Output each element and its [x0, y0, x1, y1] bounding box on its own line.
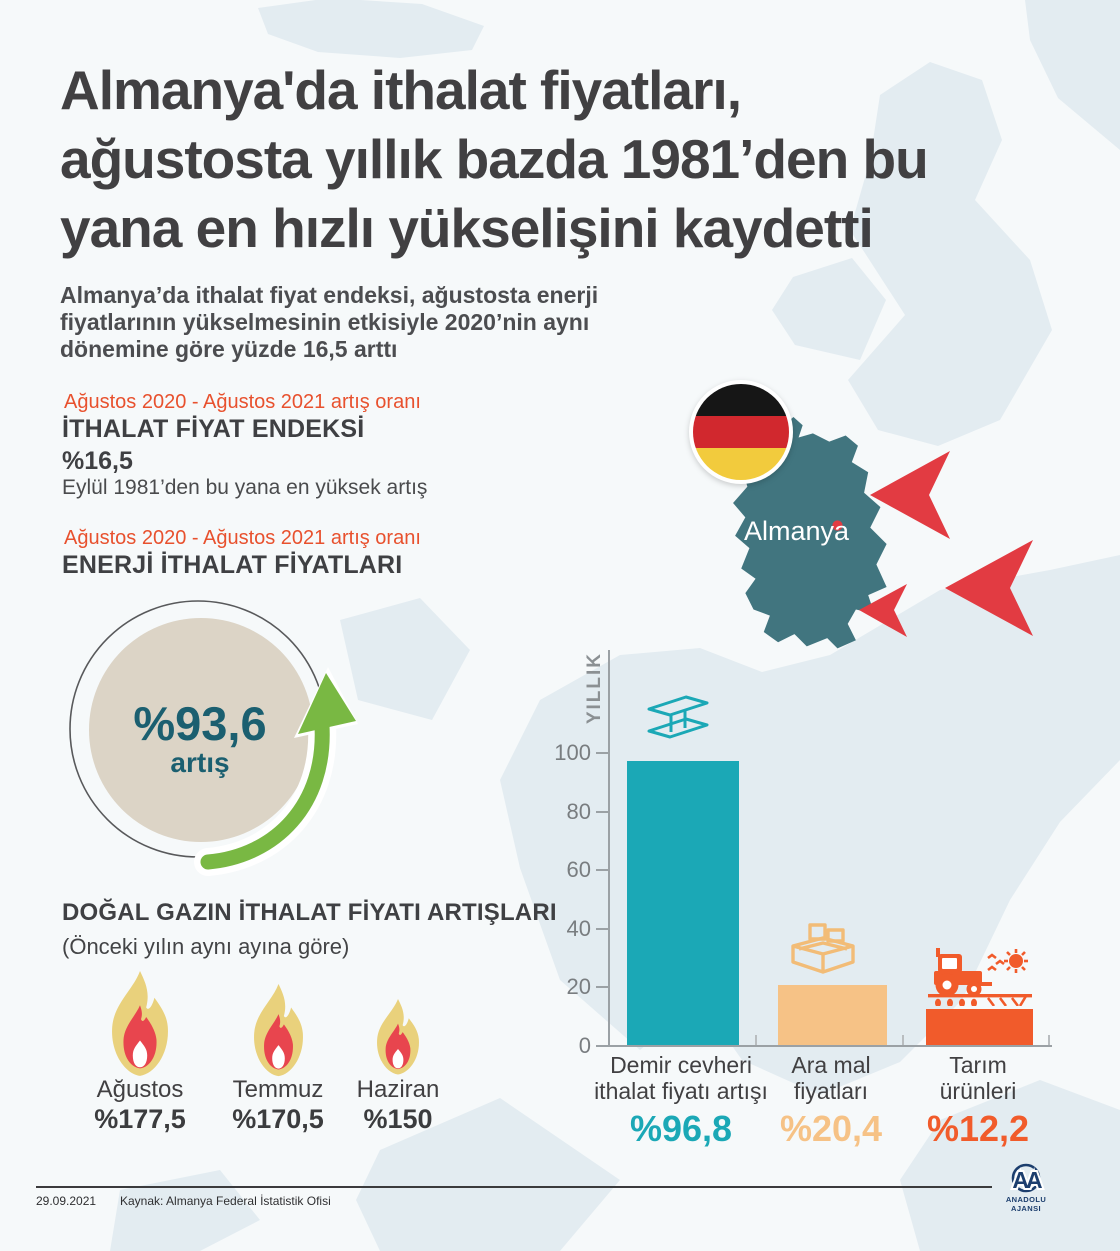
- y-tick-label: 100: [554, 740, 591, 765]
- y-tick-mark: [596, 927, 608, 930]
- month-label: Haziran: [356, 1076, 440, 1103]
- energy-period-label: Ağustos 2020 - Ağustos 2021 artış oranı: [64, 527, 421, 549]
- energy-badge: %93,6 artış: [100, 700, 300, 778]
- category-label: Tarım ürünleri: [939, 1052, 1017, 1104]
- bar-chart: YILLIK 0 20 40 60 80 100: [554, 650, 1052, 1058]
- gas-month-august: Ağustos %177,5: [65, 1076, 215, 1135]
- page-title: Almanya'da ithalat fiyatları, ağustosta …: [60, 59, 929, 259]
- y-tick: 80: [546, 799, 608, 825]
- y-tick-label: 40: [566, 915, 591, 941]
- y-tick-label: 20: [566, 974, 591, 1000]
- y-tick: 20: [546, 974, 608, 1000]
- y-tick: 40: [546, 916, 608, 942]
- bar-tarim-urunleri: [926, 1009, 1033, 1045]
- month-label: Temmuz: [232, 1076, 324, 1103]
- import-arrow-right: [945, 540, 1033, 636]
- chart-label-demir-cevheri: Demir cevheri ithalat fiyatı artışı %96,…: [576, 1052, 786, 1149]
- y-axis-label: YILLIK: [584, 652, 605, 725]
- page-subtitle: Almanya’da ithalat fiyat endeksi, ağusto…: [60, 282, 599, 362]
- steel-beam-icon: [647, 695, 709, 739]
- y-tick-mark: [596, 1045, 608, 1047]
- y-tick: 60: [546, 857, 608, 883]
- agency-logo: AA AA ANADOLU AJANSI: [992, 1163, 1060, 1213]
- country-label: Almanya: [744, 516, 850, 546]
- flame-icon-august: [112, 971, 168, 1076]
- category-value: %20,4: [779, 1108, 883, 1149]
- y-tick-label: 60: [566, 857, 591, 883]
- svg-text:AA: AA: [1012, 1167, 1042, 1193]
- x-tick: [902, 1035, 904, 1045]
- energy-title: ENERJİ İTHALAT FİYATLARI: [62, 551, 403, 579]
- index-title: İTHALAT FİYAT ENDEKSİ: [62, 415, 365, 443]
- import-arrows-icon: [859, 451, 1033, 637]
- gas-month-july: Temmuz %170,5: [203, 1076, 353, 1135]
- growth-arrow-icon: [200, 718, 330, 870]
- germany-map: [733, 417, 887, 649]
- month-value: %177,5: [94, 1104, 186, 1134]
- import-arrow-small: [859, 584, 907, 637]
- x-tick: [755, 1035, 757, 1045]
- footer-divider: [36, 1186, 992, 1188]
- chart-label-tarim-urunleri: Tarım ürünleri %12,2: [873, 1052, 1083, 1149]
- agency-name: ANADOLU AJANSI: [1005, 1195, 1047, 1213]
- capital-dot: [832, 520, 843, 531]
- month-value: %150: [363, 1104, 433, 1134]
- energy-badge-value: %93,6: [133, 697, 267, 750]
- y-tick: 0: [546, 1033, 608, 1059]
- gas-subtitle: (Önceki yılın aynı ayına göre): [62, 934, 350, 959]
- badge-circle: [89, 618, 313, 842]
- category-label: Ara mal fiyatları: [791, 1052, 871, 1104]
- bar-ara-mal: [778, 985, 887, 1045]
- goods-box-icon: [791, 923, 855, 974]
- gas-title: DOĞAL GAZIN İTHALAT FİYATI ARTIŞLARI: [62, 899, 557, 926]
- index-note: Eylül 1981’den bu yana en yüksek artış: [62, 476, 428, 499]
- germany-flag-icon: [689, 380, 793, 484]
- bar-demir-cevheri: [627, 761, 739, 1045]
- chart-label-ara-mal: Ara mal fiyatları %20,4: [726, 1052, 936, 1149]
- tractor-icon: [928, 948, 1032, 1006]
- index-period-label: Ağustos 2020 - Ağustos 2021 artış oranı: [64, 391, 421, 413]
- index-value: %16,5: [62, 447, 133, 475]
- x-tick: [1048, 1035, 1050, 1045]
- energy-badge-graphic: [69, 600, 358, 876]
- category-value: %12,2: [926, 1108, 1030, 1149]
- flame-icon-july: [254, 984, 303, 1077]
- y-tick-mark: [596, 986, 608, 989]
- aa-emblem-icon: AA AA: [1010, 1163, 1047, 1195]
- gas-month-june: Haziran %150: [323, 1076, 473, 1135]
- growth-arrowhead: [298, 673, 356, 734]
- y-tick-label: 80: [566, 798, 591, 824]
- footer-date: 29.09.2021: [36, 1194, 97, 1208]
- import-arrow-top: [870, 451, 950, 539]
- category-label: Demir cevheri ithalat fiyatı artışı: [594, 1052, 768, 1104]
- y-tick-mark: [596, 869, 608, 872]
- month-label: Ağustos: [96, 1076, 184, 1103]
- y-tick-label: 0: [578, 1033, 591, 1058]
- footer-source: Kaynak: Almanya Federal İstatistik Ofisi: [120, 1194, 331, 1208]
- y-tick-mark: [596, 752, 608, 754]
- flame-icon-june: [377, 999, 419, 1075]
- month-value: %170,5: [232, 1104, 324, 1134]
- y-tick-mark: [596, 810, 608, 813]
- y-tick: 100: [546, 740, 608, 766]
- category-value: %96,8: [629, 1108, 733, 1149]
- energy-badge-unit: artış: [170, 747, 230, 778]
